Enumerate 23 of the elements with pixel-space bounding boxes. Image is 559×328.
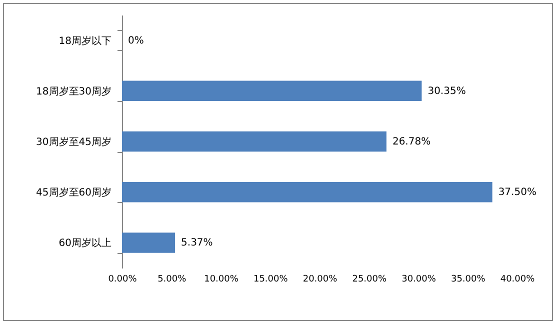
- data-label: 5.37%: [181, 238, 213, 249]
- x-tick-label: 0.00%: [108, 274, 138, 284]
- bar: [122, 80, 422, 102]
- bar: [122, 131, 386, 152]
- y-tick-label: 18周岁至30周岁: [36, 85, 112, 98]
- x-tick-label: 40.00%: [500, 274, 536, 284]
- bar: [122, 232, 176, 253]
- x-tick-label: 10.00%: [204, 274, 239, 284]
- y-tick-label: 30周岁至45周岁: [36, 136, 112, 148]
- y-tick-label: 18周岁以下: [58, 34, 112, 47]
- data-label: 26.78%: [392, 136, 431, 148]
- x-tick-label: 5.00%: [158, 274, 187, 284]
- x-tick-label: 15.00%: [253, 274, 288, 284]
- data-label: 0%: [128, 35, 144, 46]
- y-tick-label: 60周岁以上: [58, 237, 112, 250]
- data-label: 30.35%: [428, 86, 466, 97]
- x-tick-label: 25.00%: [352, 274, 387, 284]
- y-tick-label: 45周岁至60周岁: [36, 186, 112, 199]
- bar: [122, 182, 492, 202]
- data-label: 37.50%: [498, 187, 536, 198]
- x-tick-label: 30.00%: [402, 274, 436, 284]
- x-tick-label: 35.00%: [450, 274, 486, 284]
- x-tick-label: 20.00%: [302, 274, 338, 284]
